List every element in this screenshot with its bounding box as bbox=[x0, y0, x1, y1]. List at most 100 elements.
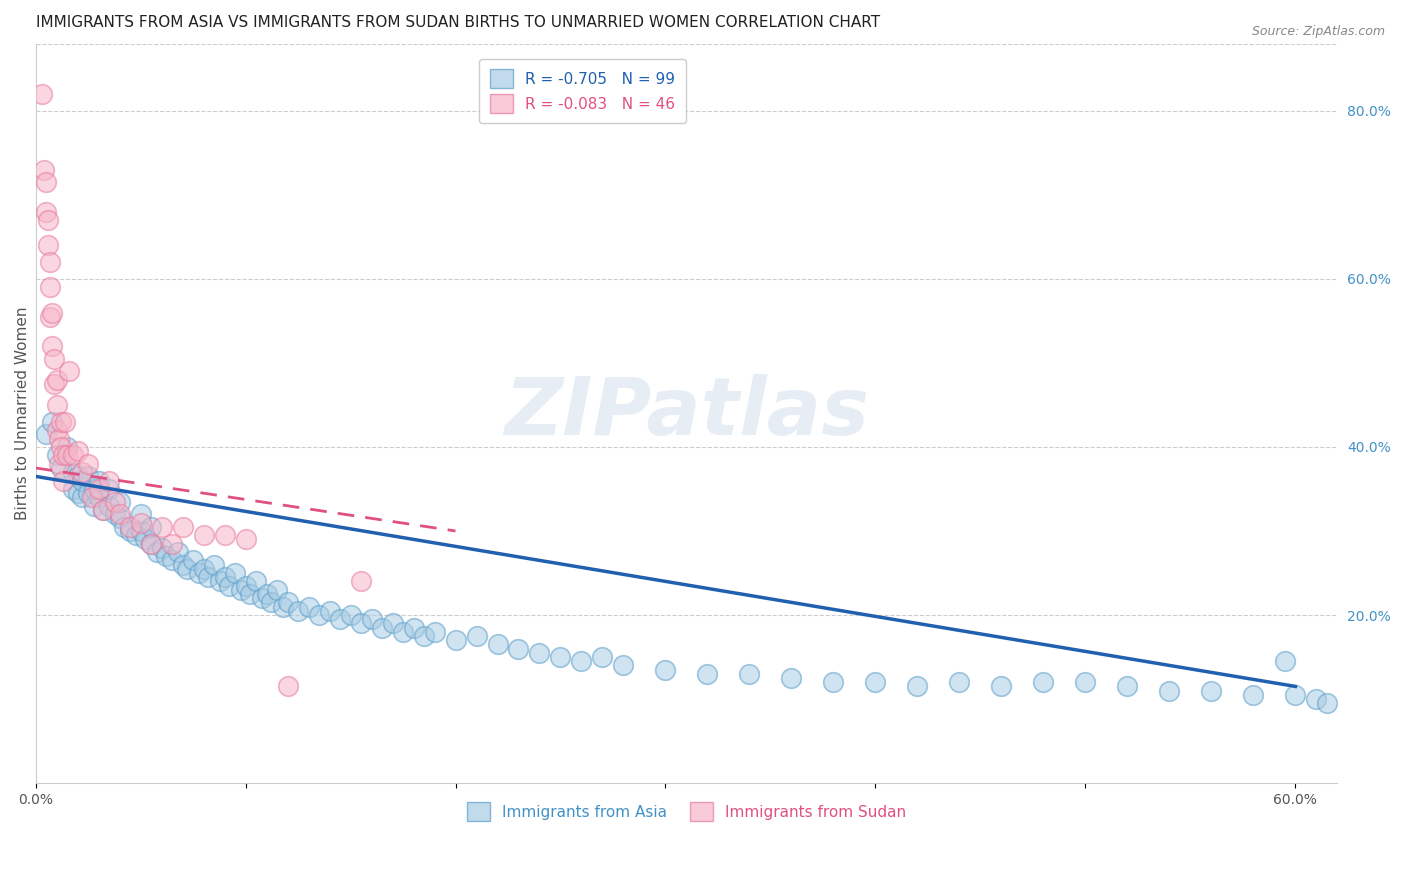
Point bbox=[129, 507, 152, 521]
Point bbox=[49, 440, 72, 454]
Point bbox=[37, 238, 59, 252]
Point bbox=[287, 604, 309, 618]
Point bbox=[35, 204, 58, 219]
Point bbox=[129, 516, 152, 530]
Point bbox=[1305, 692, 1327, 706]
Point bbox=[1284, 688, 1306, 702]
Point bbox=[308, 607, 330, 622]
Point bbox=[239, 587, 262, 601]
Y-axis label: Births to Unmarried Women: Births to Unmarried Women bbox=[15, 307, 30, 520]
Point bbox=[52, 474, 75, 488]
Point bbox=[172, 520, 194, 534]
Point bbox=[66, 444, 89, 458]
Point bbox=[83, 482, 105, 496]
Point bbox=[176, 562, 198, 576]
Point bbox=[98, 474, 121, 488]
Point bbox=[134, 533, 156, 547]
Point bbox=[53, 415, 76, 429]
Point bbox=[62, 482, 84, 496]
Point bbox=[66, 469, 89, 483]
Point bbox=[160, 553, 183, 567]
Point bbox=[49, 461, 72, 475]
Point bbox=[654, 663, 676, 677]
Point bbox=[276, 595, 298, 609]
Point bbox=[155, 549, 177, 564]
Point bbox=[592, 650, 614, 665]
Point bbox=[193, 528, 215, 542]
Point bbox=[104, 507, 127, 521]
Point bbox=[39, 255, 62, 269]
Point bbox=[235, 578, 257, 592]
Legend: Immigrants from Asia, Immigrants from Sudan: Immigrants from Asia, Immigrants from Su… bbox=[461, 797, 912, 827]
Point bbox=[45, 373, 67, 387]
Point bbox=[214, 528, 236, 542]
Point bbox=[181, 553, 204, 567]
Point bbox=[35, 175, 58, 189]
Point bbox=[62, 448, 84, 462]
Point bbox=[98, 482, 121, 496]
Text: ZIPatlas: ZIPatlas bbox=[503, 375, 869, 452]
Point bbox=[139, 536, 162, 550]
Point bbox=[56, 448, 79, 462]
Point bbox=[41, 339, 63, 353]
Point bbox=[125, 528, 148, 542]
Point bbox=[52, 448, 75, 462]
Point bbox=[1159, 683, 1181, 698]
Point bbox=[350, 616, 373, 631]
Text: IMMIGRANTS FROM ASIA VS IMMIGRANTS FROM SUDAN BIRTHS TO UNMARRIED WOMEN CORRELAT: IMMIGRANTS FROM ASIA VS IMMIGRANTS FROM … bbox=[35, 15, 880, 30]
Point bbox=[87, 491, 110, 505]
Point bbox=[1274, 654, 1296, 668]
Point bbox=[245, 574, 267, 589]
Point bbox=[45, 423, 67, 437]
Point bbox=[235, 533, 257, 547]
Point bbox=[66, 486, 89, 500]
Point bbox=[70, 491, 93, 505]
Point bbox=[1032, 675, 1054, 690]
Point bbox=[402, 621, 425, 635]
Point bbox=[350, 574, 373, 589]
Point bbox=[56, 440, 79, 454]
Point bbox=[108, 511, 131, 525]
Point bbox=[70, 465, 93, 479]
Point bbox=[167, 545, 190, 559]
Point bbox=[41, 305, 63, 319]
Point bbox=[118, 524, 141, 538]
Point bbox=[209, 574, 232, 589]
Point bbox=[91, 503, 114, 517]
Point bbox=[108, 507, 131, 521]
Point bbox=[31, 87, 53, 101]
Point bbox=[273, 599, 295, 614]
Point bbox=[202, 558, 225, 572]
Point bbox=[696, 666, 718, 681]
Point bbox=[297, 599, 319, 614]
Point bbox=[45, 448, 67, 462]
Point bbox=[231, 582, 253, 597]
Point bbox=[83, 499, 105, 513]
Point bbox=[44, 376, 66, 391]
Point bbox=[218, 578, 240, 592]
Point bbox=[48, 457, 70, 471]
Point bbox=[1316, 696, 1339, 710]
Point bbox=[276, 680, 298, 694]
Point bbox=[87, 474, 110, 488]
Point bbox=[150, 541, 173, 555]
Point bbox=[139, 520, 162, 534]
Point bbox=[907, 680, 929, 694]
Point bbox=[98, 499, 121, 513]
Point bbox=[160, 536, 183, 550]
Point bbox=[150, 520, 173, 534]
Point bbox=[45, 398, 67, 412]
Point bbox=[108, 494, 131, 508]
Point bbox=[318, 604, 340, 618]
Point bbox=[193, 562, 215, 576]
Point bbox=[508, 641, 530, 656]
Point bbox=[58, 364, 80, 378]
Point bbox=[423, 624, 446, 639]
Point bbox=[256, 587, 278, 601]
Point bbox=[91, 503, 114, 517]
Point bbox=[39, 310, 62, 324]
Point bbox=[35, 427, 58, 442]
Point bbox=[82, 491, 104, 505]
Point bbox=[381, 616, 404, 631]
Point bbox=[612, 658, 634, 673]
